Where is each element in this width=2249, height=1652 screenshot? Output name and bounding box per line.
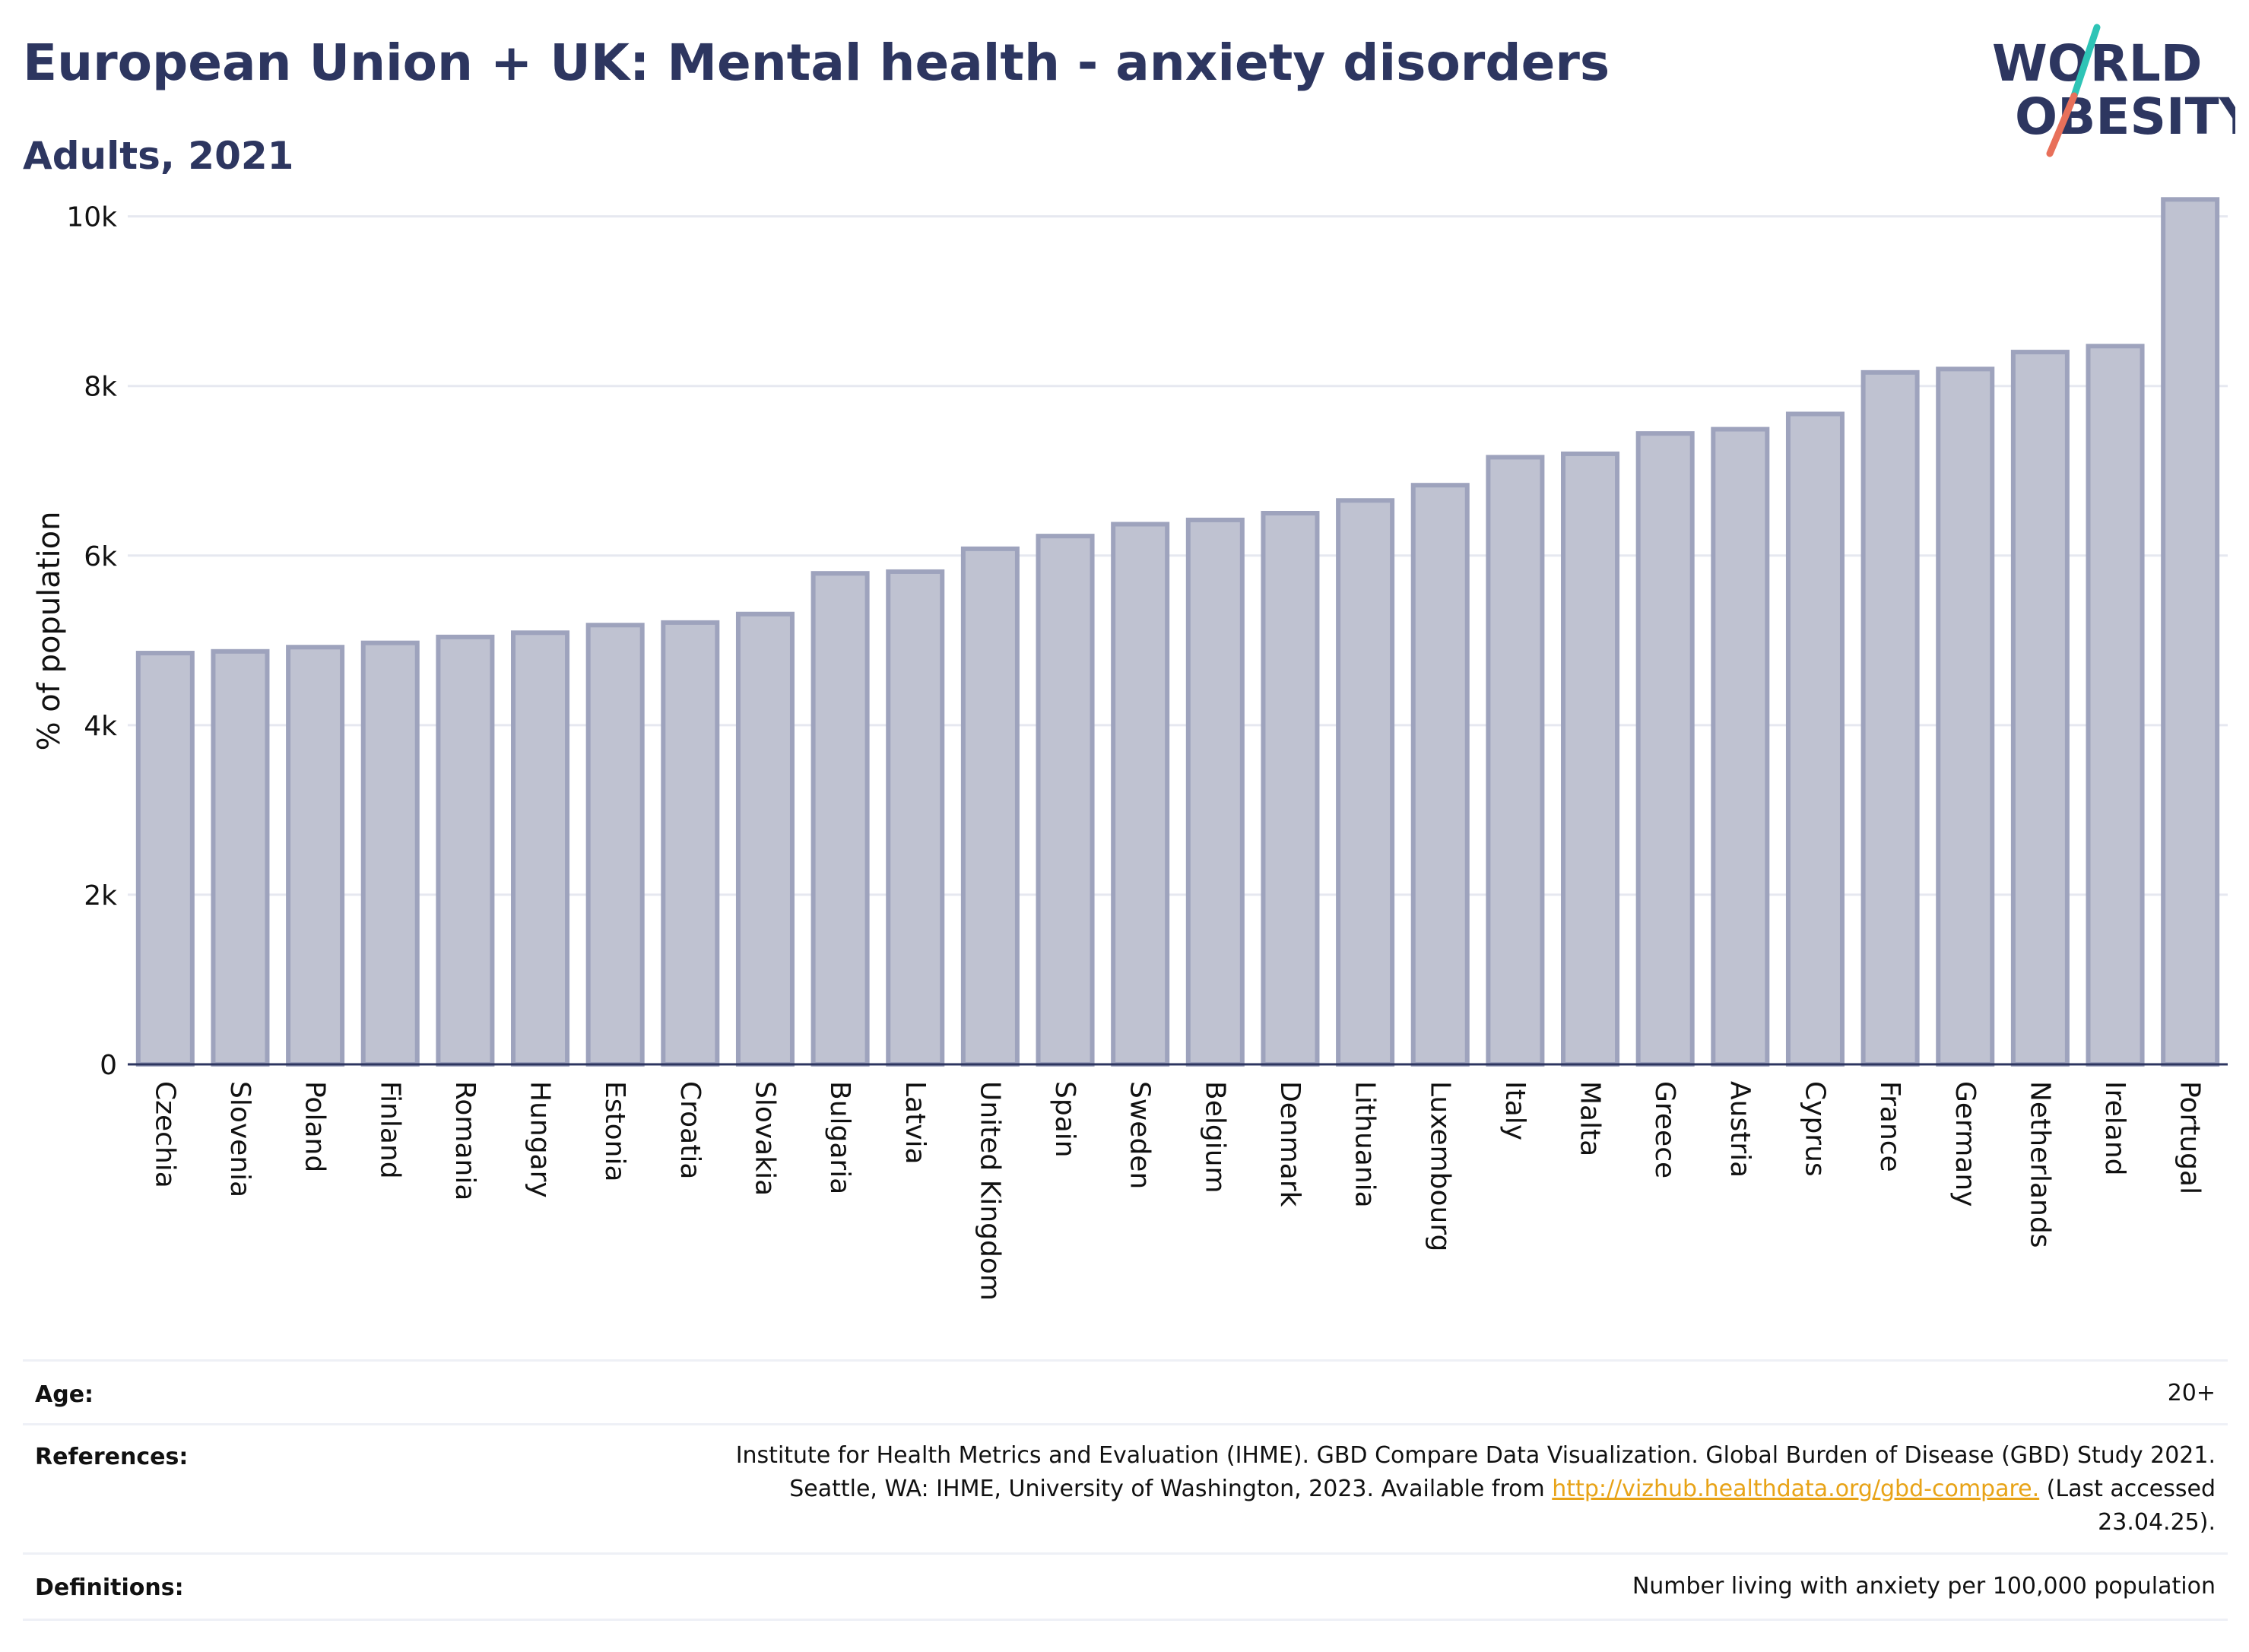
x-tick-label: Finland: [374, 1081, 405, 1179]
bar-netherlands: [2010, 350, 2070, 1067]
x-tick-label: Latvia: [899, 1081, 931, 1165]
logo-slash-coral: [2046, 92, 2078, 157]
bar-greece: [1635, 431, 1695, 1067]
bar-austria: [1711, 426, 1770, 1067]
x-tick-label: Ireland: [2099, 1081, 2130, 1176]
bar-germany: [1936, 366, 1995, 1067]
bar-estonia: [585, 623, 645, 1067]
y-tick-label: 10k: [66, 202, 117, 233]
bar-belgium: [1185, 517, 1245, 1067]
x-tick-label: Denmark: [1274, 1081, 1305, 1207]
definitions-row: Definitions: Number living with anxiety …: [23, 1552, 2228, 1621]
x-axis-ticks: Czechia Slovenia Poland Finland Romania Hunga…: [149, 1081, 2205, 1301]
x-tick-label: Belgium: [1199, 1081, 1230, 1194]
x-tick-label: Croatia: [674, 1081, 706, 1179]
bar-chart: 0 2k 4k 6k 8k 10k Czechia Slovenia Poland Finlan…: [32, 197, 2228, 1301]
x-tick-label: Czechia: [149, 1081, 180, 1188]
bar-bulgaria: [810, 571, 870, 1067]
x-tick-label: Slovakia: [749, 1081, 780, 1196]
definitions-label: Definitions:: [35, 1574, 184, 1601]
y-tick-label: 0: [100, 1050, 117, 1081]
age-value: 20+: [2167, 1380, 2216, 1406]
x-tick-label: Malta: [1575, 1081, 1606, 1156]
y-tick-label: 6k: [84, 541, 117, 572]
bars: [135, 197, 2220, 1067]
x-tick-label: Slovenia: [224, 1081, 255, 1197]
x-tick-label: Greece: [1649, 1081, 1680, 1178]
x-tick-label: Sweden: [1124, 1081, 1156, 1189]
bar-france: [1860, 369, 1920, 1067]
bar-lithuania: [1336, 498, 1395, 1067]
x-tick-label: Poland: [300, 1081, 331, 1172]
bar-denmark: [1261, 511, 1320, 1067]
chart-subtitle: Adults, 2021: [23, 134, 294, 178]
references-line-3: 23.04.25).: [2098, 1509, 2216, 1536]
references-line-2-suffix: (Last accessed: [2039, 1476, 2216, 1502]
bar-ireland: [2086, 344, 2145, 1067]
y-axis-label: % of population: [32, 512, 67, 751]
references-link[interactable]: http://vizhub.healthdata.org/gbd-compare…: [1552, 1476, 2040, 1502]
logo-slash-teal: [2070, 24, 2101, 100]
bar-hungary: [511, 630, 570, 1067]
x-tick-label: France: [1874, 1081, 1905, 1172]
chart-title: European Union + UK: Mental health - anx…: [23, 33, 1610, 92]
y-tick-label: 8k: [84, 372, 117, 403]
x-tick-label: Luxembourg: [1424, 1081, 1455, 1251]
age-label: Age:: [35, 1381, 94, 1408]
x-tick-label: Portugal: [2174, 1081, 2206, 1194]
x-tick-label: Estonia: [599, 1081, 630, 1182]
x-tick-label: Austria: [1724, 1081, 1756, 1178]
y-tick-label: 2k: [84, 880, 117, 912]
references-text: Institute for Health Metrics and Evaluat…: [736, 1439, 2216, 1539]
y-axis-ticks: 0 2k 4k 6k 8k 10k: [66, 202, 117, 1081]
definitions-value: Number living with anxiety per 100,000 p…: [1632, 1573, 2216, 1600]
x-tick-label: Lithuania: [1350, 1081, 1381, 1208]
bar-latvia: [886, 569, 945, 1067]
bar-luxembourg: [1410, 483, 1470, 1067]
bar-italy: [1486, 455, 1545, 1067]
x-tick-label: Germany: [1949, 1081, 1981, 1206]
bar-croatia: [661, 620, 720, 1067]
x-tick-label: United Kingdom: [974, 1081, 1005, 1301]
references-label: References:: [35, 1444, 189, 1470]
references-line-1: Institute for Health Metrics and Evaluat…: [735, 1442, 2216, 1469]
bar-united-kingdom: [960, 546, 1020, 1067]
bar-spain: [1036, 534, 1095, 1067]
x-tick-label: Hungary: [525, 1081, 556, 1198]
references-row: References: Institute for Health Metrics…: [23, 1423, 2228, 1555]
world-obesity-logo: WORLD OBESITY: [1992, 24, 2235, 157]
x-tick-label: Cyprus: [1799, 1081, 1830, 1177]
x-tick-label: Spain: [1049, 1081, 1080, 1158]
age-row: Age: 20+: [23, 1359, 2228, 1425]
bar-slovenia: [211, 648, 270, 1067]
x-tick-label: Netherlands: [2024, 1081, 2055, 1248]
bar-portugal: [2161, 197, 2220, 1067]
x-tick-label: Bulgaria: [824, 1081, 855, 1194]
y-tick-label: 4k: [84, 711, 117, 742]
logo-word-obesity: OBESITY: [2015, 87, 2235, 146]
bar-poland: [286, 645, 345, 1067]
bar-malta: [1561, 451, 1620, 1067]
bar-cyprus: [1785, 411, 1845, 1067]
info-table: Age: 20+ References: Institute for Healt…: [23, 1359, 2228, 1621]
x-tick-label: Romania: [449, 1081, 481, 1200]
logo-word-world: WORLD: [1992, 34, 2203, 93]
references-line-2: Seattle, WA: IHME, University of Washing…: [736, 1473, 2216, 1506]
x-tick-label: Italy: [1499, 1081, 1531, 1140]
bar-slovakia: [735, 611, 795, 1067]
references-line-2-text: Seattle, WA: IHME, University of Washing…: [789, 1476, 1553, 1502]
bar-czechia: [135, 651, 195, 1067]
bar-finland: [360, 640, 420, 1067]
bar-sweden: [1111, 522, 1170, 1067]
bar-romania: [436, 634, 495, 1067]
